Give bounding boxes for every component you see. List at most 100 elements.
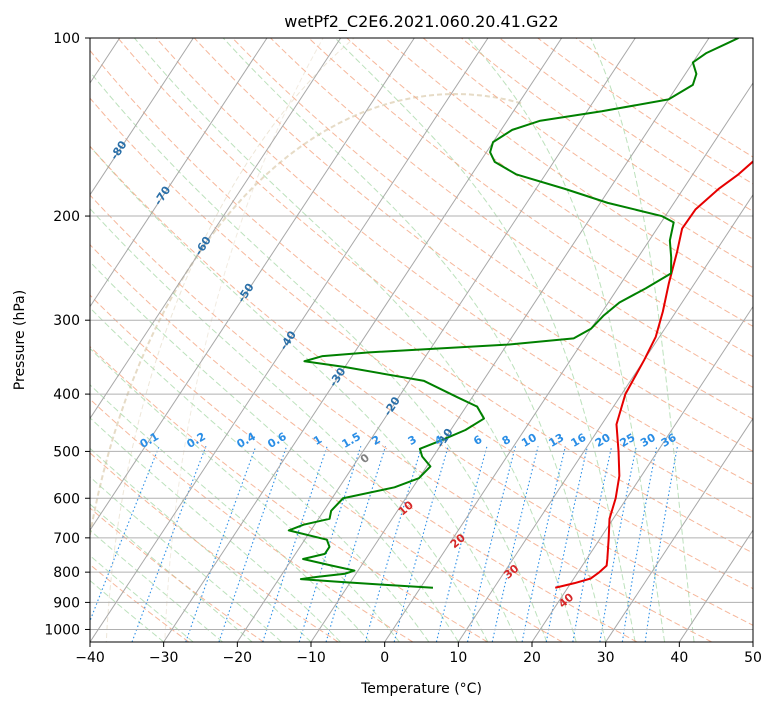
mixing-ratio-line [325,446,387,642]
dry-adiabat-line [117,38,753,519]
y-tick-label: 900 [53,595,80,611]
y-tick-label: 200 [53,209,80,225]
reference-arcs [90,38,522,642]
dry-adiabat-line [232,38,753,420]
moist-adiabat-line [467,38,666,642]
mixing-ratio-line [491,446,539,642]
moist-adiabat-line [90,447,312,642]
mixing-ratio-line [572,446,613,642]
dry-adiabat-line [90,452,339,642]
x-axis-label: Temperature (°C) [360,681,482,697]
isotherm-line [90,38,415,532]
mixing-ratio-line [131,446,207,642]
y-tick-label: 800 [53,565,80,581]
x-tick-label: 40 [670,650,688,666]
x-tick-label: −30 [149,650,179,666]
isotherm-line [678,529,753,642]
y-tick-label: 100 [53,31,80,47]
isotherm-line [310,38,710,642]
dry-adiabat-line [90,145,753,626]
isotherm-line [605,417,753,642]
y-tick-label: 400 [53,387,80,403]
mixing-ratio-line [545,446,589,642]
moist-adiabat-line [90,417,341,642]
moist-adiabat-line [90,579,164,642]
moist-adiabat-line [90,261,459,642]
dry-adiabat-line [90,398,414,642]
dry-adiabat-line [575,38,753,158]
isotherm-line [163,38,563,642]
mixing-ratio-line [262,446,328,642]
moist-adiabat-line [90,503,253,642]
isotherm-line [90,38,489,642]
y-axis: 100 200 300 400 500 600 700 800 900 1000 [44,31,90,638]
moist-adiabat-line [90,476,282,642]
mixing-ratio-line [185,446,257,642]
moist-adiabat-line [91,73,548,642]
isotherm-lines [90,38,753,642]
mixing-ratio-line [621,446,658,642]
x-axis: −40 −30 −20 −10 0 10 20 30 40 50 [75,642,762,666]
dry-adiabat-line [90,294,563,642]
moist-adiabat-line [134,38,577,642]
moist-adiabats [90,38,695,642]
isotherm-line [531,305,753,642]
dry-adiabat-line [384,38,753,298]
moist-adiabat-line [90,529,223,642]
y-tick-label: 500 [53,444,80,460]
moist-adiabat-line [90,554,194,642]
temperature-profile-line [555,160,753,589]
dry-adiabat-line [346,38,753,327]
x-tick-label: −10 [296,650,326,666]
y-axis-label: Pressure (hPa) [12,290,28,390]
mixing-ratio-line [521,446,566,642]
plot-frame [89,37,754,643]
x-tick-label: 50 [744,650,762,666]
isotherm-line [384,82,753,642]
pressure-gridlines [90,38,753,630]
y-tick-label: 600 [53,491,80,507]
x-tick-label: 20 [523,650,541,666]
moist-adiabat-line [590,38,695,642]
moist-adiabat-line [222,38,607,642]
mixing-ratio-line [644,446,679,642]
isotherm-line [457,193,753,642]
x-tick-label: 30 [597,650,615,666]
isotherm-line [90,38,194,196]
y-tick-label: 300 [53,313,80,329]
isotherm-line [236,38,636,642]
dry-adiabats [90,38,753,642]
isotherm-line [90,38,268,308]
x-tick-label: 0 [380,650,389,666]
x-tick-label: −40 [75,650,105,666]
mixing-ratio-line [435,446,488,642]
sounding-series [287,38,753,589]
moist-adiabat-line [90,347,400,642]
x-tick-label: −20 [223,650,253,666]
moist-adiabat-line [334,38,636,642]
x-tick-label: 10 [449,650,467,666]
chart-title: wetPf2_C2E6.2021.060.20.41.G22 [284,12,558,32]
reference-arc [105,38,355,642]
mixing-ratio-line [298,446,362,642]
mixing-ratio-line [364,446,423,642]
y-tick-label: 1000 [44,622,80,638]
mixing-ratio-lines [90,446,679,642]
dry-adiabat-line [537,38,753,185]
dry-adiabat-line [422,38,753,269]
y-tick-label: 700 [53,531,80,547]
dry-adiabat-line [90,243,638,642]
dry-adiabat-line [90,507,264,642]
dry-adiabat-line [461,38,753,240]
dewpoint-profile-line [287,38,739,589]
dry-adiabat-line [90,194,712,642]
mixing-ratio-line [218,446,288,642]
mixing-ratio-line [466,446,517,642]
isotherm-line [90,38,342,420]
dry-adiabat-line [90,97,753,590]
dry-adiabat-line [90,49,753,554]
mixing-ratio-line [599,446,637,642]
dry-adiabat-line [270,38,753,389]
